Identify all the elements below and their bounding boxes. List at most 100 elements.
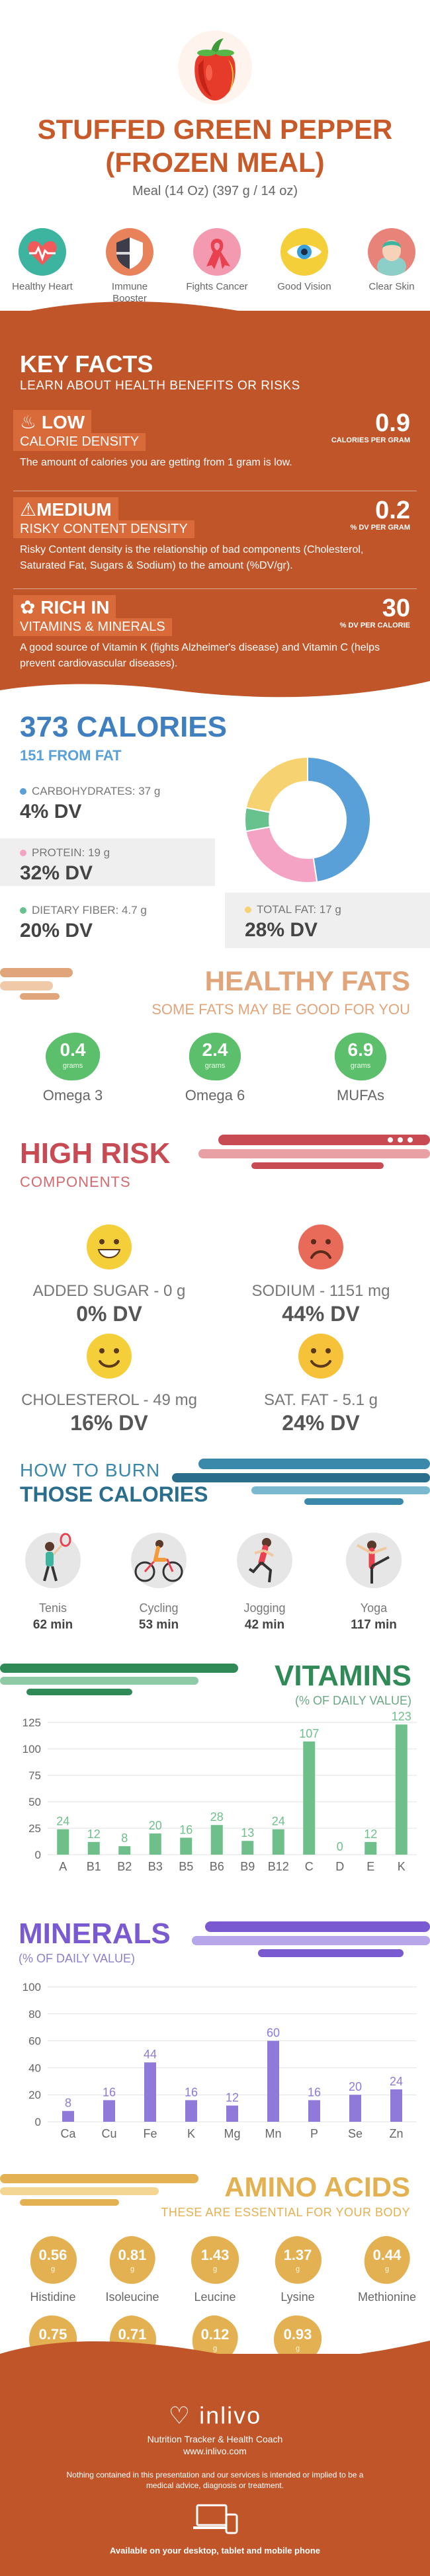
fact-name: RISKY CONTENT DENSITY — [13, 520, 194, 538]
bar-value-label: 24 — [56, 1815, 69, 1828]
risk-dv: 44% DV — [282, 1302, 360, 1326]
bar-b3 — [149, 1833, 161, 1855]
minerals-subtitle: (% OF DAILY VALUE) — [19, 1952, 136, 1965]
pepper-icon — [178, 30, 252, 104]
amino-name: Isoleucine — [105, 2290, 159, 2304]
bar-fe — [144, 2062, 156, 2122]
brand-logo: ♡ inlivo — [0, 2400, 430, 2429]
macro-total-fat: TOTAL FAT: 17 g 28% DV — [225, 893, 430, 948]
y-tick-label: 100 — [22, 1743, 41, 1755]
bar-value-label: 8 — [121, 1831, 128, 1845]
fact-value: 30 — [382, 594, 410, 622]
amino-value: 0.81 — [118, 2247, 147, 2263]
bar-value-label: 16 — [179, 1823, 193, 1836]
amino-unit: g — [295, 2345, 300, 2353]
fact-value: 0.2 — [375, 497, 410, 524]
bar-value-label: 28 — [210, 1810, 224, 1824]
happy-face-icon — [87, 1225, 132, 1269]
y-tick-label: 60 — [28, 2035, 41, 2048]
benefit-healthy-heart: Healthy Heart — [6, 228, 79, 293]
fact-value: 0.9 — [375, 409, 410, 437]
amino-unit: g — [295, 2265, 300, 2273]
leaf-icon: ✿ — [20, 597, 41, 618]
y-tick-label: 25 — [28, 1822, 41, 1835]
amino-acids-section: AMINO ACIDS THESE ARE ESSENTIAL FOR YOUR… — [0, 2162, 430, 2430]
x-tick-label: P — [310, 2127, 318, 2140]
blob-badge: 0.12 g — [190, 2314, 240, 2364]
bar-value-label: 16 — [185, 2085, 198, 2099]
macro-dv: 28% DV — [245, 919, 318, 941]
y-tick-label: 20 — [28, 2089, 41, 2101]
vitamins-subtitle: (% OF DAILY VALUE) — [294, 1694, 411, 1707]
smile-face-icon — [298, 1334, 343, 1379]
bar-ca — [62, 2111, 74, 2122]
fact-unit: % DV PER CALORIE — [339, 622, 410, 629]
amino-value: 0.75 — [38, 2326, 67, 2343]
warning-icon: ⚠ — [20, 499, 37, 520]
activity-minutes: 117 min — [351, 1618, 397, 1632]
amino-value: 1.43 — [200, 2247, 230, 2263]
bar-cu — [103, 2100, 115, 2122]
footer-tagline: Nutrition Tracker & Health Coach www.inl… — [0, 2433, 430, 2457]
fact-name: CALORIE DENSITY — [13, 433, 146, 451]
activity-yoga: Yoga 117 min — [331, 1531, 417, 1632]
risk-dv: 24% DV — [282, 1411, 360, 1435]
x-tick-label: Cu — [101, 2127, 116, 2140]
bar-c — [303, 1741, 316, 1855]
y-tick-label: 80 — [28, 2008, 41, 2021]
x-tick-label: A — [59, 1860, 67, 1873]
macro-label: PROTEIN: 19 g — [32, 846, 110, 859]
wave-divider — [0, 302, 430, 337]
bar-value-label: 16 — [308, 2085, 321, 2099]
risk-sat-fat: SAT. FAT - 5.1 g 24% DV — [225, 1332, 417, 1435]
x-tick-label: B5 — [179, 1860, 193, 1873]
fat-name: Omega 6 — [185, 1087, 245, 1104]
x-tick-label: Zn — [389, 2127, 403, 2140]
website-link[interactable]: www.inlivo.com — [183, 2446, 247, 2456]
disclaimer: Nothing contained in this presentation a… — [66, 2470, 364, 2490]
amino-value: 0.93 — [283, 2326, 312, 2343]
decor-stripes — [198, 1135, 430, 1169]
risk-dv: 0% DV — [76, 1302, 142, 1326]
vitamins-bar-chart: 0 25 50 75 100 125 24 A 12 B1 8 B2 20 B3 16 B5 28 B6 13 B9 2… — [22, 1710, 417, 1873]
x-tick-label: D — [335, 1860, 344, 1873]
blob-badge: 0.93 g — [273, 2314, 323, 2364]
smile-face-icon — [87, 1334, 132, 1379]
bar-se — [349, 2095, 361, 2122]
x-tick-label: E — [366, 1860, 374, 1873]
amino-unit: g — [212, 2265, 218, 2273]
decor-stripes — [172, 1459, 430, 1505]
activity-name: Tenis — [38, 1601, 67, 1615]
x-tick-label: Se — [348, 2127, 363, 2140]
blob-badge: 6.9 grams — [331, 1030, 390, 1083]
serving-size: Meal (14 Oz) (397 g / 14 oz) — [132, 184, 298, 198]
vitamins-title: VITAMINS — [275, 1660, 411, 1692]
bar-b9 — [241, 1841, 254, 1855]
x-tick-label: K — [398, 1860, 406, 1873]
shield-icon — [106, 228, 153, 276]
tagline-text: Nutrition Tracker & Health Coach — [147, 2434, 283, 2444]
availability-note: Available on your desktop, tablet and mo… — [109, 2546, 321, 2556]
blob-badge: 2.4 grams — [185, 1030, 245, 1083]
benefit-fights-cancer: Fights Cancer — [181, 228, 253, 293]
y-tick-label: 125 — [22, 1716, 41, 1729]
amino-histidine: 0.56 g Histidine — [13, 2235, 93, 2304]
donut-slice-carbohydrates — [307, 756, 371, 883]
bar-value-label: 12 — [226, 2091, 239, 2105]
fact-vitamins-minerals: ✿ RICH IN VITAMINS & MINERALS A good sou… — [13, 595, 417, 672]
amino-methionine: 0.44 g Methionine — [347, 2235, 427, 2304]
y-tick-label: 0 — [35, 2116, 41, 2128]
footer-section: ♡ inlivo Nutrition Tracker & Health Coac… — [0, 2341, 430, 2576]
jogging-icon — [237, 1533, 292, 1588]
amino-unit: g — [130, 2265, 135, 2273]
activity-jogging: Jogging 42 min — [222, 1531, 308, 1632]
blob-badge: 0.44 g — [362, 2235, 412, 2285]
wave-divider — [0, 674, 430, 698]
bar-value-label: 24 — [272, 1815, 285, 1828]
key-facts-section: KEY FACTS LEARN ABOUT HEALTH BENEFITS OR… — [0, 302, 430, 674]
devices-icon — [193, 2504, 238, 2534]
donut-slice-protein — [245, 826, 318, 883]
risk-name: ADDED SUGAR - 0 g — [32, 1282, 186, 1300]
x-tick-label: K — [187, 2127, 195, 2140]
